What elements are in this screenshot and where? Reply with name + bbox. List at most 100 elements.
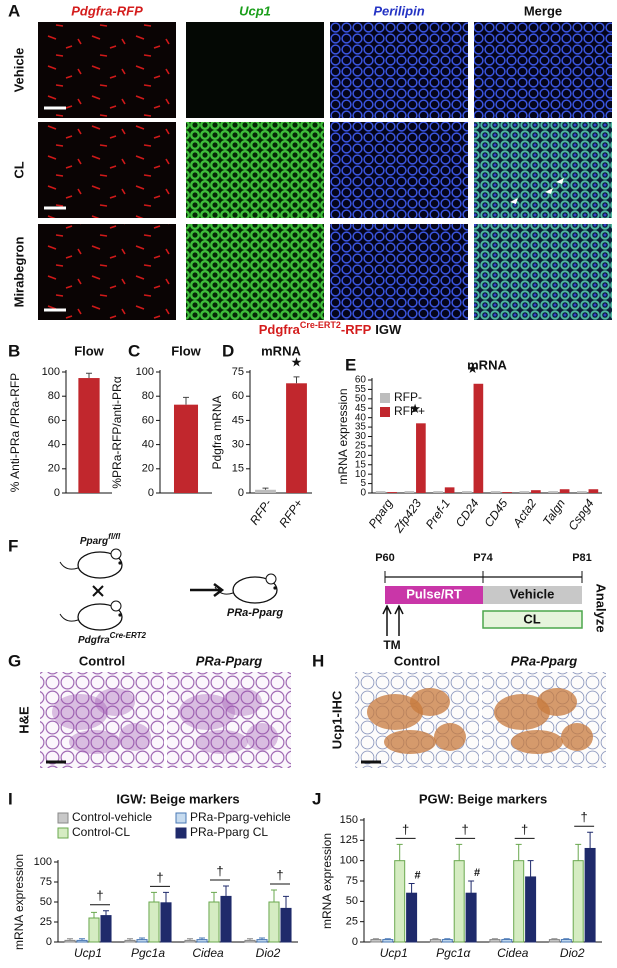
phase-label: CL xyxy=(523,611,540,626)
annotation: # xyxy=(415,869,421,881)
error-bar xyxy=(103,910,109,916)
chart-title: PGW: Beige markers xyxy=(419,791,547,806)
bar xyxy=(453,860,465,943)
mouse-tail xyxy=(59,561,79,570)
timepoint: P74 xyxy=(473,552,493,564)
error-bar xyxy=(444,938,451,940)
phase-label: Pulse/RT xyxy=(406,586,462,601)
error-bar xyxy=(247,938,253,941)
bar xyxy=(429,939,441,943)
annotation: ★ xyxy=(291,354,303,369)
legend-label: PRa-Pparg CL xyxy=(190,825,268,839)
stain-region xyxy=(511,730,563,754)
genotype-sup: Cre-ERT2 xyxy=(110,631,147,640)
caption-depot: IGW xyxy=(375,322,402,337)
micrograph xyxy=(330,122,468,218)
y-tick-label: 60 xyxy=(142,414,154,426)
bar xyxy=(501,939,513,943)
bar xyxy=(280,907,292,943)
y-tick-label: 100 xyxy=(136,366,154,378)
y-tick-label: 5 xyxy=(360,478,366,489)
chart-title: Flow xyxy=(171,343,201,358)
error-bar xyxy=(587,831,594,849)
annotation: † xyxy=(402,822,409,837)
y-tick-label: 80 xyxy=(48,390,60,402)
panel-label: F xyxy=(8,536,18,555)
bar xyxy=(416,423,426,493)
bar xyxy=(560,939,572,943)
mouse-tail xyxy=(59,613,79,622)
x-tick-label: RFP- xyxy=(247,497,275,528)
y-tick-label: 60 xyxy=(355,375,367,386)
micrograph xyxy=(38,122,176,218)
bar xyxy=(375,491,386,493)
bar xyxy=(531,490,541,493)
chart-title: mRNA xyxy=(467,357,507,372)
bar xyxy=(244,939,256,943)
y-tick-label: 35 xyxy=(355,422,367,433)
endpoint-label: Analyze xyxy=(594,583,609,632)
column-header: PRa-Pparg xyxy=(196,653,263,668)
bar xyxy=(196,939,208,943)
error-bar xyxy=(259,937,265,940)
y-axis-label: Pdgfra mRNA xyxy=(210,395,224,469)
y-tick-label: 15 xyxy=(232,463,244,475)
y-tick-label: 75 xyxy=(346,875,358,887)
stain-region xyxy=(179,694,235,730)
legend-label: RFP- xyxy=(394,390,422,404)
mouse-eye xyxy=(273,586,277,590)
legend-label: RFP+ xyxy=(394,404,425,418)
bar xyxy=(184,939,196,943)
panel-label: G xyxy=(8,651,21,670)
stain-label: Ucp1-IHC xyxy=(329,690,344,749)
y-tick-label: 60 xyxy=(232,390,244,402)
y-tick-label: 50 xyxy=(346,895,358,907)
y-tick-label: 25 xyxy=(355,441,367,452)
mouse-eye xyxy=(118,613,122,617)
bar xyxy=(394,860,406,943)
x-tick-label: RFP+ xyxy=(276,497,305,530)
y-tick-label: 15 xyxy=(355,459,367,470)
y-tick-label: 150 xyxy=(340,814,358,826)
micrograph xyxy=(38,22,176,118)
micrograph xyxy=(330,22,468,118)
x-tick-label: CD24 xyxy=(453,496,482,529)
error-bar xyxy=(293,376,300,384)
y-tick-label: 0 xyxy=(352,936,358,948)
legend-label: Control-vehicle xyxy=(72,810,152,824)
x-tick-label: Cidea xyxy=(192,946,224,960)
y-tick-label: 80 xyxy=(142,390,154,402)
bar xyxy=(572,860,584,943)
annotation: ★ xyxy=(409,401,421,416)
annotation: ★ xyxy=(467,361,479,376)
y-tick-label: 0 xyxy=(238,487,244,499)
stain-region xyxy=(95,688,135,716)
y-tick-label: 40 xyxy=(142,439,154,451)
cl-box xyxy=(482,610,583,629)
y-tick-label: 0 xyxy=(148,487,154,499)
x-tick-label: CD45 xyxy=(481,496,510,529)
bar xyxy=(160,902,172,943)
bar xyxy=(404,491,415,493)
y-tick-label: 0 xyxy=(46,936,52,948)
legend-label: Control-CL xyxy=(72,825,130,839)
panel-label: E xyxy=(345,355,356,374)
y-tick-label: 40 xyxy=(355,412,367,423)
stain-region xyxy=(367,694,423,730)
arrowhead xyxy=(545,188,553,194)
arrowhead xyxy=(510,198,518,204)
micrograph xyxy=(186,122,324,218)
bar xyxy=(100,915,112,943)
stain-region xyxy=(410,688,450,716)
mouse-ear xyxy=(265,573,277,585)
mouse-body xyxy=(77,551,123,579)
error-bar xyxy=(211,891,217,902)
bar xyxy=(64,939,76,943)
y-tick-label: 50 xyxy=(40,896,52,908)
histology xyxy=(167,672,291,768)
stain-region xyxy=(384,730,436,754)
error-bar xyxy=(408,882,415,894)
bar xyxy=(370,939,382,943)
chart-title: IGW: Beige markers xyxy=(116,791,239,806)
y-axis-label: mRNA expression xyxy=(320,833,334,929)
